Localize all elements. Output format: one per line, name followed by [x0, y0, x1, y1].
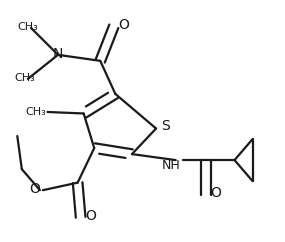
Text: O: O: [118, 18, 129, 32]
Text: O: O: [29, 182, 40, 196]
Text: N: N: [53, 47, 63, 61]
Text: CH₃: CH₃: [25, 107, 46, 117]
Text: S: S: [161, 119, 170, 133]
Text: CH₃: CH₃: [15, 73, 35, 83]
Text: CH₃: CH₃: [17, 22, 38, 32]
Text: O: O: [210, 186, 221, 200]
Text: O: O: [85, 209, 96, 223]
Text: NH: NH: [162, 159, 180, 172]
